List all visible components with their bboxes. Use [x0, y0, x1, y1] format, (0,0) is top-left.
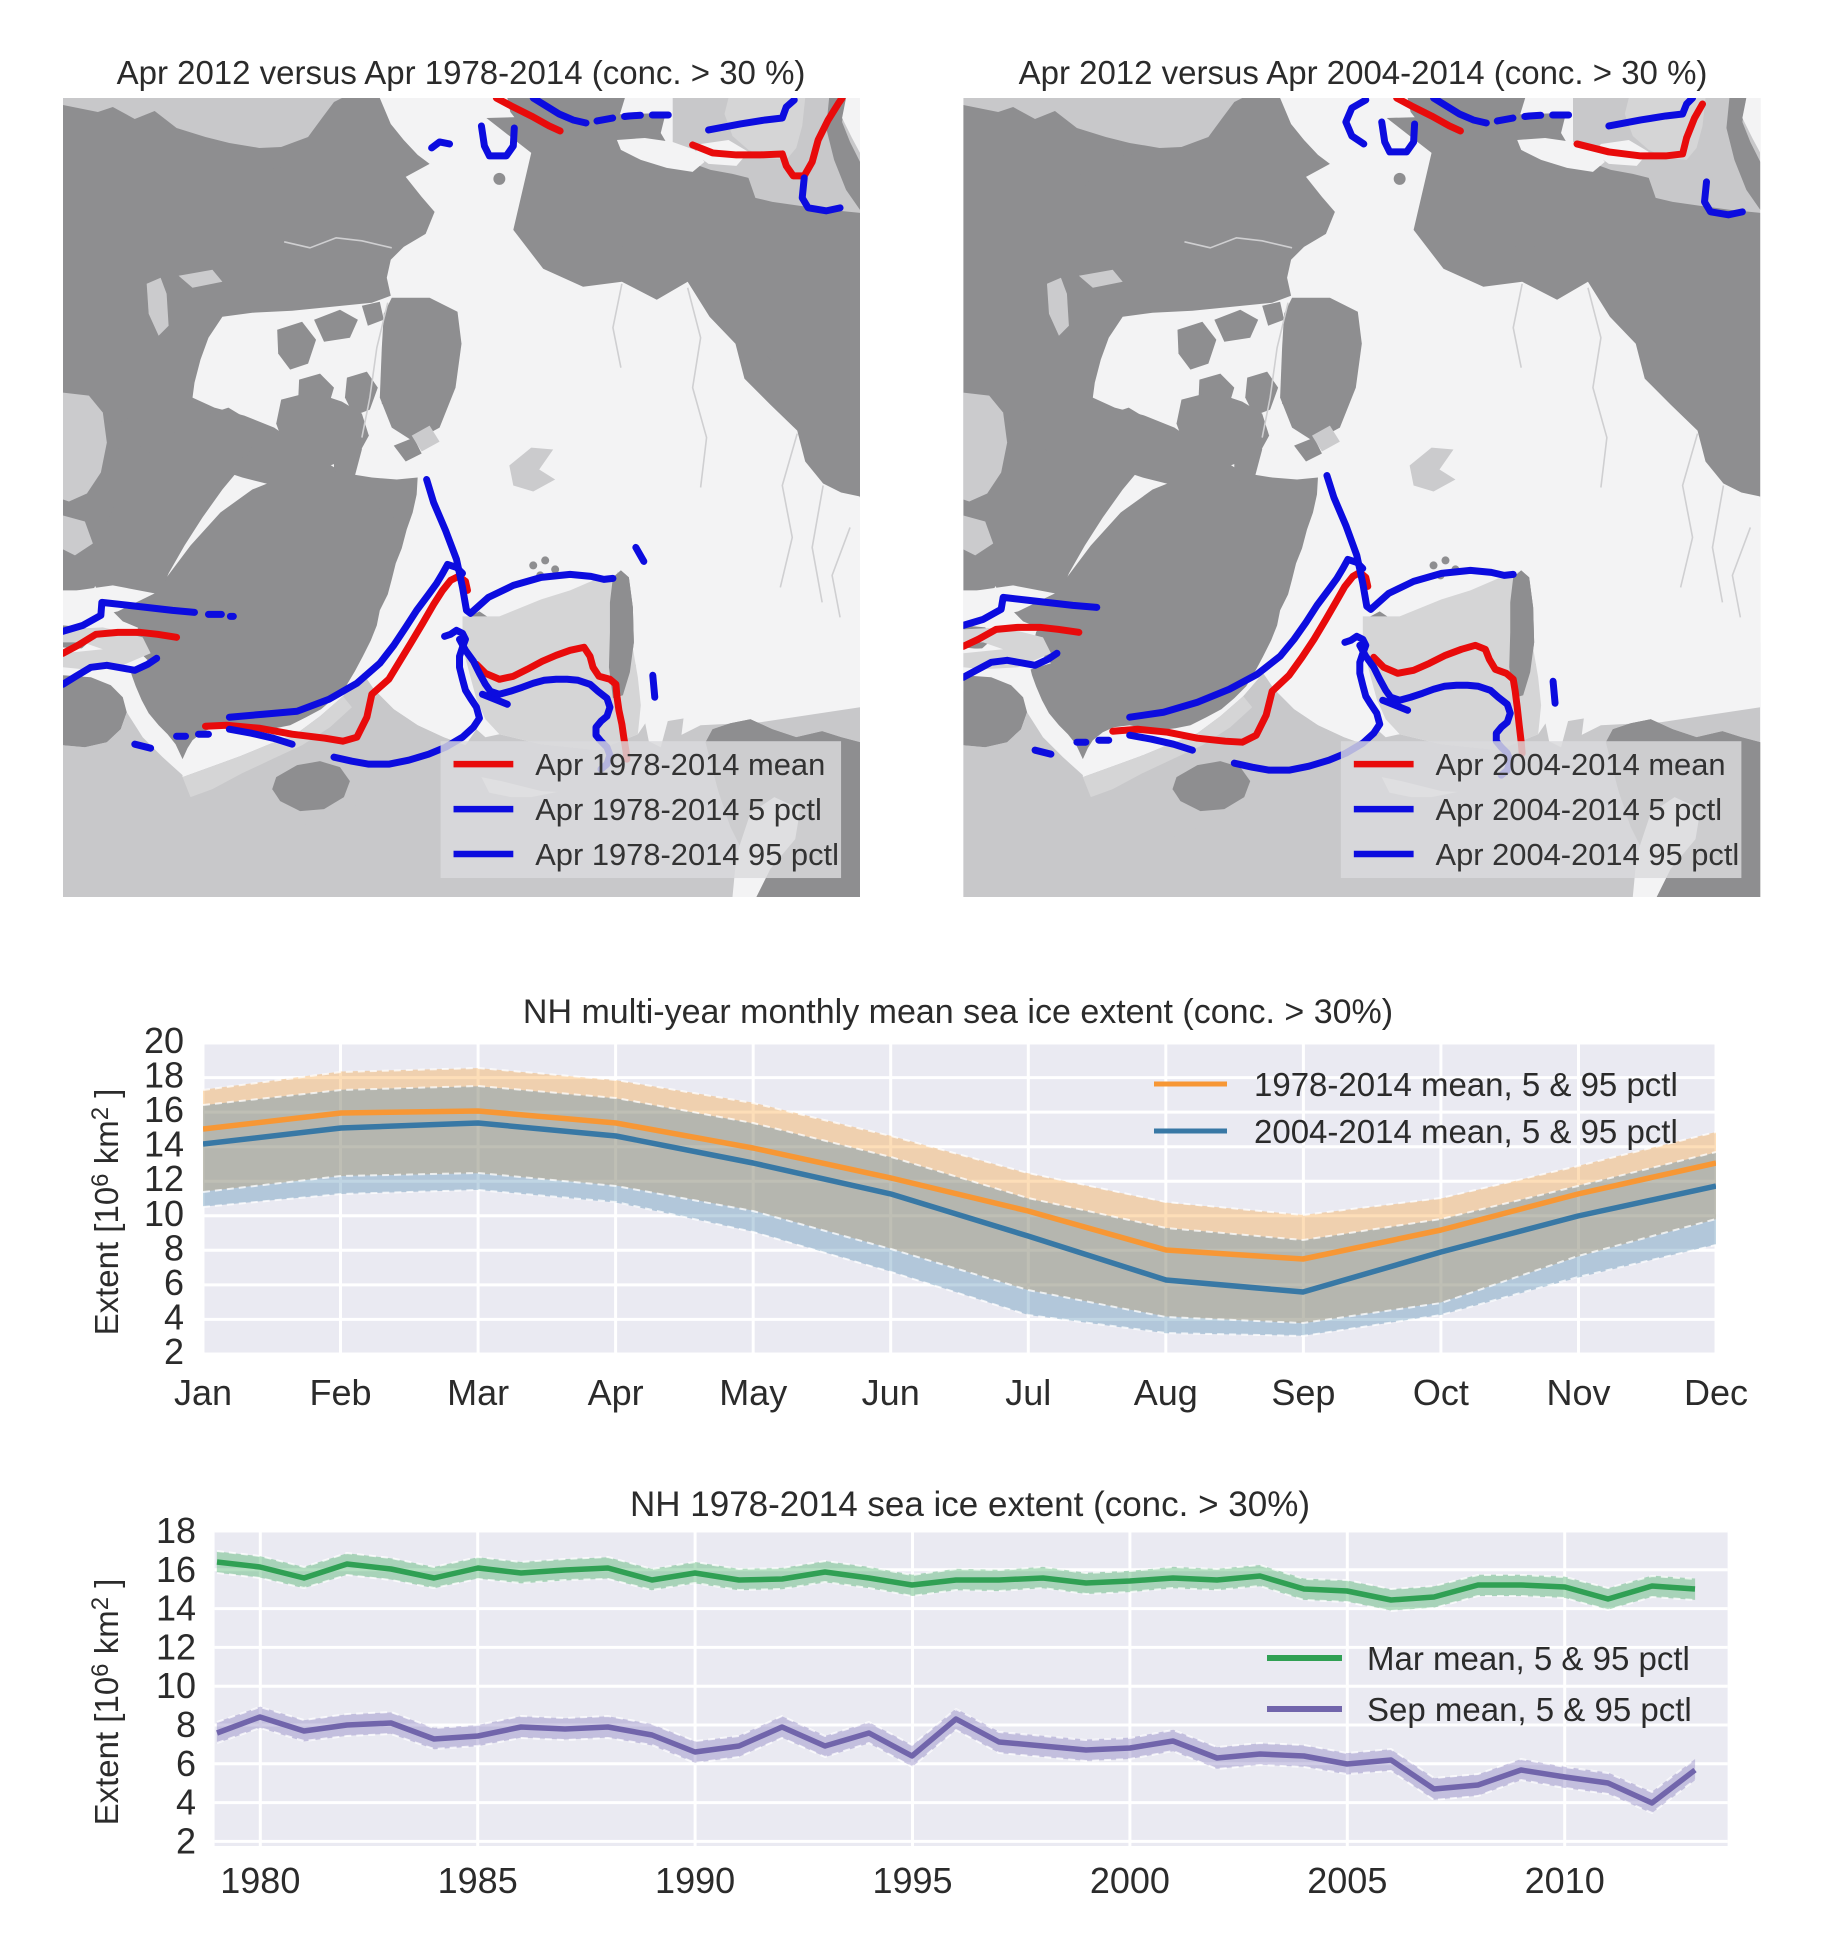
svg-text:Sep mean, 5 & 95 pctl: Sep mean, 5 & 95 pctl	[1367, 1691, 1692, 1728]
svg-text:Extent [106 km2 ]: Extent [106 km2 ]	[87, 1579, 125, 1826]
svg-text:Aug: Aug	[1134, 1372, 1198, 1413]
svg-text:4: 4	[164, 1296, 184, 1337]
svg-text:1995: 1995	[872, 1860, 952, 1901]
svg-text:2: 2	[176, 1820, 196, 1861]
svg-text:NH multi-year monthly mean sea: NH multi-year monthly mean sea ice exten…	[523, 993, 1393, 1031]
svg-text:Extent [106 km2 ]: Extent [106 km2 ]	[87, 1089, 125, 1336]
svg-text:1990: 1990	[655, 1860, 735, 1901]
svg-text:2010: 2010	[1525, 1860, 1605, 1901]
svg-text:1978-2014 mean, 5 & 95 pctl: 1978-2014 mean, 5 & 95 pctl	[1254, 1066, 1678, 1103]
svg-text:Apr 2012 versus Apr 2004-2014: Apr 2012 versus Apr 2004-2014 (conc. > 3…	[1019, 54, 1708, 91]
svg-text:Dec: Dec	[1684, 1372, 1748, 1413]
svg-text:6: 6	[164, 1262, 184, 1303]
svg-text:Jan: Jan	[174, 1372, 232, 1413]
svg-text:18: 18	[156, 1510, 196, 1551]
svg-text:2005: 2005	[1307, 1860, 1387, 1901]
svg-text:4: 4	[176, 1782, 196, 1823]
svg-text:Apr: Apr	[588, 1372, 644, 1413]
svg-text:Mar mean, 5 & 95 pctl: Mar mean, 5 & 95 pctl	[1367, 1640, 1690, 1677]
svg-text:10: 10	[144, 1193, 184, 1234]
svg-text:Apr 2004-2014 mean: Apr 2004-2014 mean	[1436, 747, 1726, 782]
svg-text:1980: 1980	[220, 1860, 300, 1901]
svg-text:May: May	[719, 1372, 787, 1413]
svg-text:1985: 1985	[438, 1860, 518, 1901]
svg-text:8: 8	[164, 1227, 184, 1268]
svg-text:Apr 1978-2014 5 pctl: Apr 1978-2014 5 pctl	[535, 792, 822, 827]
svg-text:18: 18	[144, 1055, 184, 1096]
svg-text:Apr 2004-2014 95 pctl: Apr 2004-2014 95 pctl	[1436, 837, 1740, 872]
svg-text:6: 6	[176, 1743, 196, 1784]
svg-text:Jun: Jun	[862, 1372, 920, 1413]
svg-text:Apr 1978-2014 95 pctl: Apr 1978-2014 95 pctl	[535, 837, 839, 872]
svg-text:Nov: Nov	[1546, 1372, 1610, 1413]
svg-text:Apr 1978-2014 mean: Apr 1978-2014 mean	[535, 747, 825, 782]
svg-text:12: 12	[156, 1626, 196, 1667]
svg-text:20: 20	[144, 1020, 184, 1061]
svg-text:8: 8	[176, 1704, 196, 1745]
svg-text:12: 12	[144, 1158, 184, 1199]
svg-text:16: 16	[144, 1089, 184, 1130]
svg-text:2: 2	[164, 1331, 184, 1372]
svg-text:Oct: Oct	[1413, 1372, 1469, 1413]
svg-text:Sep: Sep	[1271, 1372, 1335, 1413]
svg-text:Apr 2004-2014 5 pctl: Apr 2004-2014 5 pctl	[1436, 792, 1723, 827]
svg-text:Mar: Mar	[447, 1372, 509, 1413]
svg-text:14: 14	[156, 1588, 196, 1629]
svg-text:Feb: Feb	[309, 1372, 371, 1413]
svg-text:10: 10	[156, 1665, 196, 1706]
svg-text:16: 16	[156, 1549, 196, 1590]
svg-text:2000: 2000	[1090, 1860, 1170, 1901]
svg-text:2004-2014 mean, 5 & 95 pctl: 2004-2014 mean, 5 & 95 pctl	[1254, 1113, 1678, 1150]
svg-text:NH 1978-2014 sea ice extent (c: NH 1978-2014 sea ice extent (conc. > 30%…	[630, 1485, 1310, 1524]
svg-text:14: 14	[144, 1124, 184, 1165]
svg-text:Apr 2012 versus Apr 1978-2014: Apr 2012 versus Apr 1978-2014 (conc. > 3…	[117, 54, 806, 91]
svg-text:Jul: Jul	[1005, 1372, 1051, 1413]
